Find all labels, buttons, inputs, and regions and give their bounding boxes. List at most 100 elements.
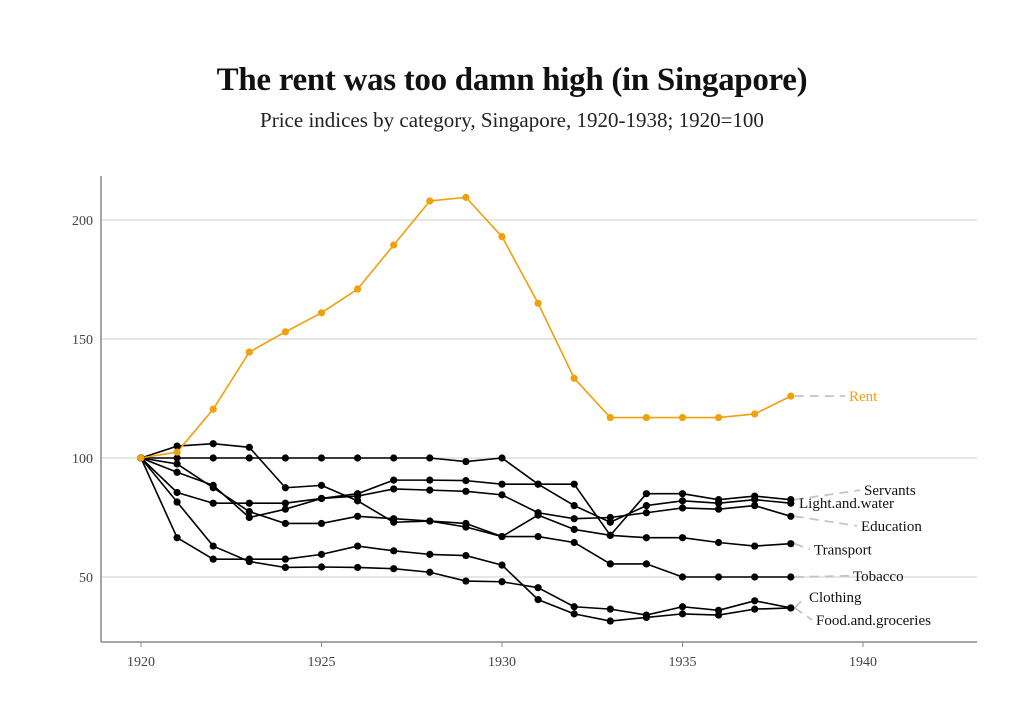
data-point-servants	[245, 499, 253, 507]
data-point-light-and-water	[462, 457, 470, 466]
data-point-clothing	[390, 565, 398, 573]
data-point-light-and-water	[317, 454, 326, 462]
data-point-education	[173, 468, 181, 476]
data-point-clothing	[606, 605, 614, 613]
data-point-tobacco	[426, 517, 434, 525]
x-tick-label: 1925	[308, 655, 336, 670]
data-point-food-and-groceries	[498, 561, 506, 569]
data-point-clothing	[281, 563, 289, 572]
data-point-light-and-water	[173, 454, 181, 462]
data-point-food-and-groceries	[787, 604, 795, 612]
data-point-clothing	[354, 563, 362, 572]
data-point-education	[462, 487, 470, 495]
data-point-rent	[787, 392, 795, 400]
data-point-food-and-groceries	[606, 617, 614, 625]
data-point-food-and-groceries	[209, 555, 217, 563]
data-point-clothing	[570, 603, 578, 611]
data-point-food-and-groceries	[390, 547, 398, 555]
data-point-education	[642, 509, 651, 517]
data-point-clothing	[678, 603, 687, 611]
data-point-rent	[317, 309, 326, 317]
data-point-education	[606, 513, 614, 522]
data-point-education	[678, 504, 687, 512]
data-point-light-and-water	[570, 502, 578, 510]
data-point-rent	[137, 454, 145, 462]
data-point-rent	[209, 405, 217, 413]
y-tick-label: 200	[72, 214, 93, 229]
data-point-education	[426, 486, 434, 494]
data-point-servants	[390, 476, 398, 484]
data-point-transport	[281, 484, 289, 492]
data-point-transport	[606, 531, 614, 539]
data-point-education	[245, 513, 253, 522]
data-point-servants	[209, 499, 217, 507]
leader-line-servants	[794, 489, 861, 501]
data-point-light-and-water	[787, 499, 795, 507]
data-point-tobacco	[209, 484, 217, 492]
data-point-rent	[354, 285, 362, 293]
data-point-rent	[642, 413, 651, 422]
data-point-rent	[173, 448, 181, 456]
data-point-servants	[462, 477, 470, 485]
data-point-servants	[570, 480, 578, 488]
data-point-light-and-water	[245, 454, 253, 462]
data-point-rent	[498, 233, 506, 241]
series-label-servants: Servants	[864, 483, 916, 499]
data-point-education	[498, 491, 506, 499]
data-point-tobacco	[462, 519, 470, 528]
data-point-clothing	[534, 584, 542, 592]
data-point-rent	[281, 328, 289, 336]
data-point-servants	[498, 480, 506, 488]
data-point-clothing	[498, 578, 506, 586]
axes: 50 100 150 200 1920 1925 1930 1935 1940	[72, 176, 977, 670]
data-point-rent	[390, 241, 398, 249]
data-point-tobacco	[354, 512, 362, 520]
leader-line-education	[794, 515, 858, 527]
series-label-tobacco: Tobacco	[853, 569, 904, 585]
data-point-light-and-water	[642, 502, 651, 510]
data-point-tobacco	[245, 507, 253, 516]
data-point-tobacco	[173, 460, 181, 468]
data-point-transport	[317, 481, 326, 489]
data-point-education	[751, 502, 759, 510]
data-point-rent	[678, 413, 687, 422]
data-point-education	[317, 494, 326, 503]
series-label-transport: Transport	[814, 543, 873, 559]
data-point-tobacco	[570, 538, 578, 547]
data-point-tobacco	[534, 532, 542, 541]
data-point-light-and-water	[281, 454, 289, 462]
x-tick-label: 1935	[669, 655, 697, 670]
data-point-clothing	[462, 577, 470, 585]
data-point-light-and-water	[498, 454, 506, 462]
data-point-food-and-groceries	[426, 550, 434, 558]
data-point-transport	[751, 542, 759, 550]
data-point-transport	[787, 540, 795, 548]
data-point-food-and-groceries	[317, 550, 326, 558]
data-point-transport	[642, 534, 651, 542]
data-point-rent	[570, 374, 578, 382]
data-point-education	[570, 515, 578, 523]
data-point-rent	[426, 197, 434, 205]
data-point-transport	[245, 443, 253, 451]
data-point-light-and-water	[390, 454, 398, 462]
data-point-tobacco	[498, 532, 506, 541]
chart-subtitle: Price indices by category, Singapore, 19…	[260, 108, 764, 132]
chart-title: The rent was too damn high (in Singapore…	[216, 62, 808, 98]
data-point-servants	[426, 476, 434, 484]
data-point-food-and-groceries	[354, 542, 362, 550]
data-point-light-and-water	[209, 454, 217, 462]
data-point-clothing	[209, 542, 217, 550]
data-point-food-and-groceries	[534, 596, 542, 604]
data-point-tobacco	[715, 573, 723, 581]
data-point-transport	[354, 497, 362, 505]
data-point-light-and-water	[678, 497, 687, 505]
data-point-transport	[173, 442, 181, 450]
data-point-clothing	[426, 568, 434, 576]
data-point-servants	[281, 499, 289, 507]
data-point-tobacco	[390, 515, 398, 523]
data-point-transport	[534, 511, 542, 519]
series-points	[137, 193, 795, 625]
data-point-education	[281, 505, 289, 513]
leader-line-clothing	[794, 596, 806, 609]
